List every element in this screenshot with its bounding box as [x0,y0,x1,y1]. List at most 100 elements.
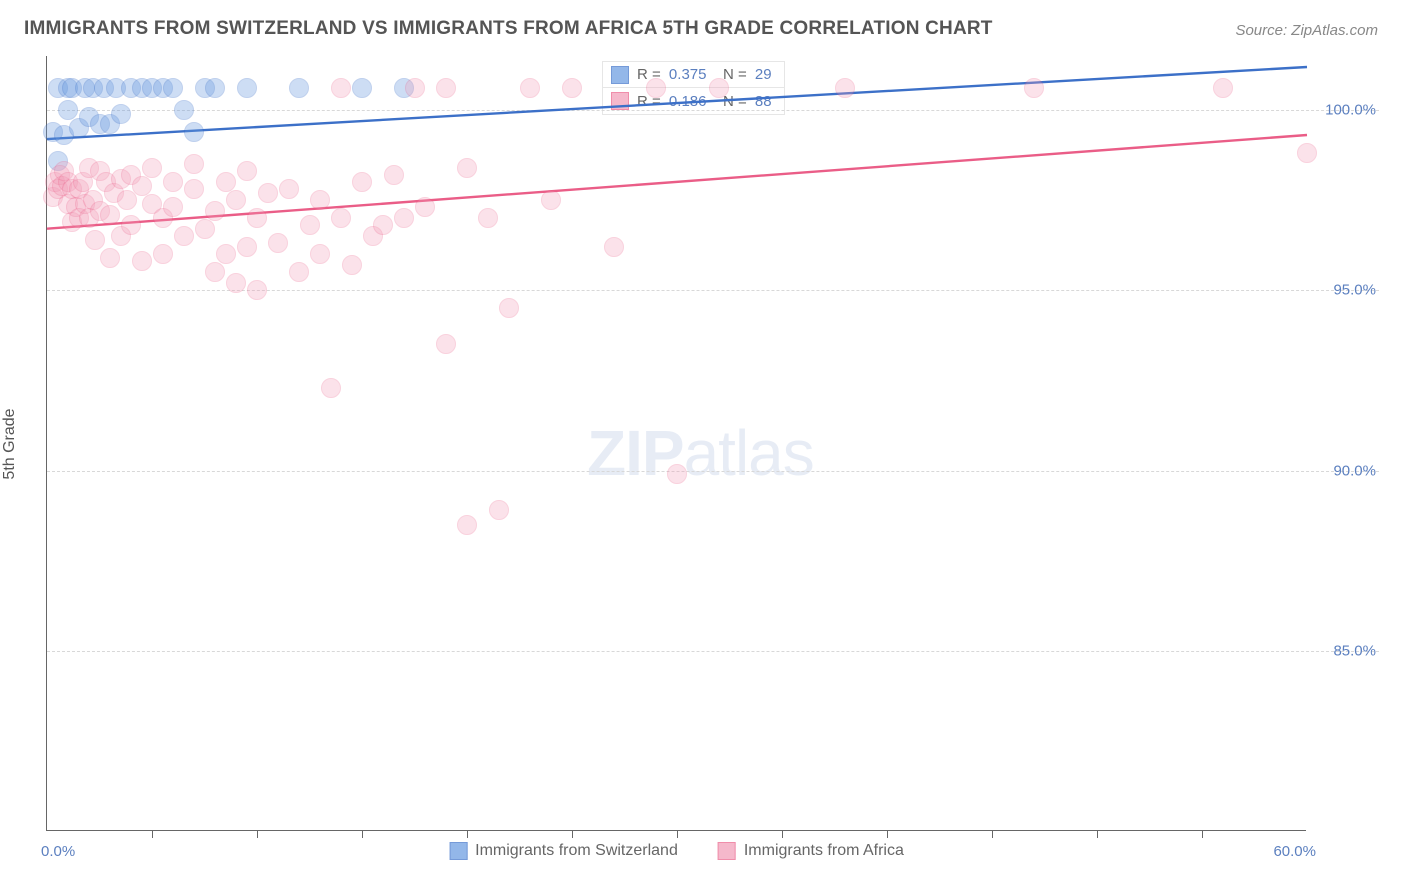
legend-label: Immigrants from Switzerland [475,842,678,860]
gridline-h [47,651,1379,652]
chart-title: IMMIGRANTS FROM SWITZERLAND VS IMMIGRANT… [24,18,993,40]
data-point [289,262,309,282]
data-point [226,273,246,293]
data-point [331,78,351,98]
data-point [132,251,152,271]
x-axis-start-label: 0.0% [41,843,75,860]
data-point [184,179,204,199]
data-point [604,237,624,257]
data-point [489,500,509,520]
legend-bottom: Immigrants from Switzerland Immigrants fr… [449,842,904,860]
data-point [205,78,225,98]
data-point [520,78,540,98]
data-point [174,226,194,246]
y-tick-label: 90.0% [1333,462,1376,479]
data-point [111,104,131,124]
data-point [342,255,362,275]
x-tick [677,830,678,838]
plot-area: ZIPatlas R = 0.375 N = 29R = 0.186 N = 8… [46,56,1306,831]
chart-container: 5th Grade ZIPatlas R = 0.375 N = 29R = 0… [46,56,1378,831]
data-point [394,208,414,228]
data-point [195,219,215,239]
x-tick [257,830,258,838]
data-point [457,158,477,178]
data-point [100,205,120,225]
data-point [163,197,183,217]
data-point [562,78,582,98]
data-point [163,78,183,98]
data-point [289,78,309,98]
watermark: ZIPatlas [587,416,814,490]
data-point [142,158,162,178]
data-point [478,208,498,228]
data-point [405,78,425,98]
x-tick [1202,830,1203,838]
x-tick [152,830,153,838]
data-point [85,230,105,250]
legend-label: Immigrants from Africa [744,842,904,860]
data-point [1024,78,1044,98]
x-tick [887,830,888,838]
data-point [310,190,330,210]
data-point [132,176,152,196]
data-point [279,179,299,199]
data-point [835,78,855,98]
x-axis-end-label: 60.0% [1273,843,1316,860]
data-point [58,100,78,120]
data-point [352,172,372,192]
data-point [163,172,183,192]
data-point [268,233,288,253]
y-tick-label: 100.0% [1325,102,1376,119]
legend-swatch [718,842,736,860]
data-point [436,334,456,354]
x-tick [782,830,783,838]
data-point [237,161,257,181]
x-tick [992,830,993,838]
data-point [415,197,435,217]
source-label: Source: ZipAtlas.com [1235,22,1378,39]
x-tick [467,830,468,838]
y-tick-label: 85.0% [1333,642,1376,659]
data-point [541,190,561,210]
data-point [121,215,141,235]
data-point [457,515,477,535]
y-axis-label: 5th Grade [1,408,19,479]
data-point [310,244,330,264]
watermark-light: atlas [684,417,814,489]
data-point [321,378,341,398]
data-point [352,78,372,98]
legend-item: Immigrants from Africa [718,842,904,860]
data-point [153,244,173,264]
data-point [667,464,687,484]
x-tick [572,830,573,838]
gridline-h [47,471,1379,472]
data-point [216,244,236,264]
legend-item: Immigrants from Switzerland [449,842,678,860]
x-tick [362,830,363,838]
data-point [100,248,120,268]
data-point [646,78,666,98]
data-point [258,183,278,203]
legend-swatch [449,842,467,860]
x-tick [1097,830,1098,838]
data-point [247,280,267,300]
data-point [205,201,225,221]
data-point [184,154,204,174]
data-point [300,215,320,235]
data-point [237,78,257,98]
data-point [384,165,404,185]
data-point [226,190,246,210]
data-point [216,172,236,192]
data-point [436,78,456,98]
data-point [1297,143,1317,163]
trend-line [45,65,1309,141]
data-point [247,208,267,228]
y-tick-label: 95.0% [1333,282,1376,299]
data-point [373,215,393,235]
data-point [174,100,194,120]
data-point [709,78,729,98]
data-point [237,237,257,257]
data-point [499,298,519,318]
data-point [331,208,351,228]
data-point [205,262,225,282]
